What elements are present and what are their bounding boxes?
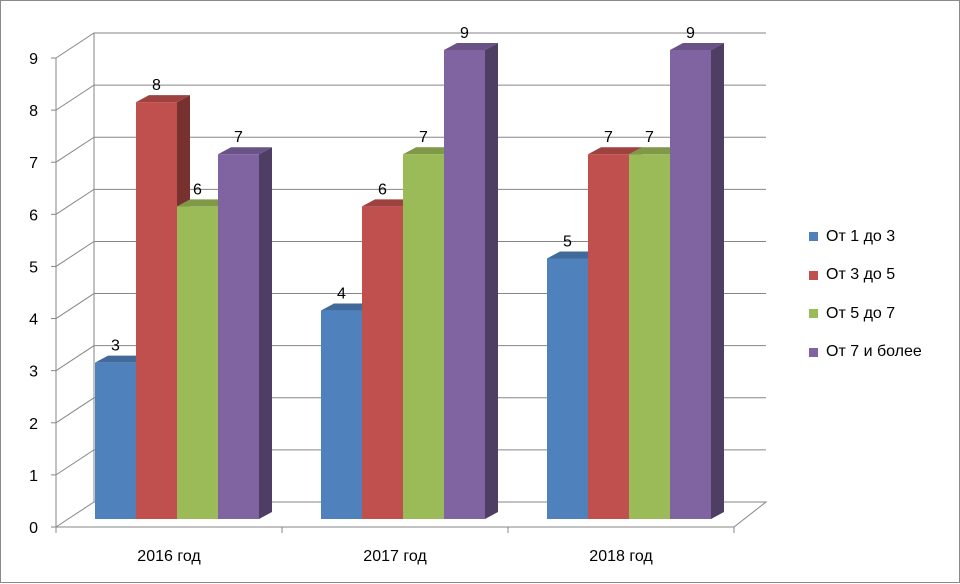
legend-item: От 1 до 3 — [809, 227, 954, 246]
bar — [136, 102, 177, 519]
y-axis: 0 1 2 3 4 5 6 7 8 9 — [29, 51, 57, 537]
legend-label: От 1 до 3 — [826, 227, 896, 245]
bar-top — [218, 147, 272, 155]
bar — [403, 154, 444, 519]
bar-top — [95, 355, 149, 363]
bar — [629, 154, 670, 519]
gridline — [55, 293, 766, 319]
legend-swatch — [809, 347, 818, 357]
legend-swatch — [809, 232, 818, 241]
data-label: 7 — [645, 129, 654, 146]
bar — [670, 50, 711, 519]
gridline — [55, 32, 766, 59]
bar-top — [177, 199, 231, 207]
bar — [362, 206, 403, 520]
data-label: 7 — [419, 129, 428, 146]
legend-label: От 7 и более — [826, 343, 922, 360]
legend-swatch — [809, 270, 818, 280]
bar-top — [362, 199, 416, 207]
y-tick-label: 6 — [29, 207, 38, 224]
y-tick-label: 5 — [29, 259, 38, 276]
gridline — [55, 136, 766, 163]
y-tick-label: 1 — [29, 468, 38, 485]
legend-label: От 5 до 7 — [826, 304, 896, 322]
legend-item: От 3 до 5 — [809, 266, 954, 285]
bar-side — [485, 43, 498, 519]
data-label: 8 — [152, 77, 161, 94]
bars — [95, 43, 724, 520]
y-tick-label: 4 — [29, 312, 38, 329]
gridline — [55, 397, 766, 424]
bar — [444, 50, 485, 519]
data-labels: 3 4 5 8 6 7 6 7 7 7 9 9 — [111, 25, 695, 355]
y-tick-label: 8 — [29, 103, 38, 120]
legend-item: От 7 и более — [809, 343, 954, 362]
bar — [95, 362, 136, 519]
y-tick-label: 2 — [29, 416, 38, 433]
bar-top — [670, 43, 724, 50]
gridline — [55, 84, 766, 111]
legend: От 1 до 3 От 3 до 5 От 5 до 7 От 7 и бол… — [809, 227, 954, 381]
bar-top — [136, 95, 190, 103]
x-category-label: 2017 год — [363, 548, 427, 565]
data-label: 6 — [193, 181, 202, 198]
bar — [321, 310, 362, 519]
bar-top — [321, 303, 375, 311]
bar-side — [711, 43, 724, 519]
bar-side — [259, 147, 272, 519]
data-label: 7 — [234, 129, 243, 146]
x-axis: 2016 год 2017 год 2018 год — [55, 526, 735, 565]
data-label: 9 — [686, 25, 695, 42]
bar-top — [444, 43, 498, 50]
y-tick-label: 9 — [29, 51, 38, 68]
x-category-label: 2016 год — [137, 548, 201, 565]
bar-top — [403, 147, 457, 155]
bar — [177, 206, 218, 520]
data-label: 4 — [337, 286, 346, 303]
gridline — [55, 240, 766, 267]
bar-top — [547, 251, 601, 259]
gridline — [55, 449, 766, 476]
data-label: 3 — [111, 338, 120, 355]
bar — [218, 154, 259, 519]
data-label: 6 — [378, 181, 387, 198]
x-category-label: 2018 год — [589, 548, 653, 565]
y-tick-label: 0 — [29, 520, 38, 537]
gridlines — [55, 32, 766, 476]
gridline — [55, 345, 766, 372]
legend-label: От 3 до 5 — [826, 266, 896, 283]
data-label: 5 — [563, 233, 572, 250]
bar — [588, 154, 629, 519]
bar-top — [629, 147, 683, 155]
bar — [547, 258, 588, 519]
legend-swatch — [809, 309, 818, 318]
legend-item: От 5 до 7 — [809, 304, 954, 323]
gridline — [55, 188, 766, 215]
y-tick-label: 7 — [29, 155, 38, 172]
data-label: 9 — [460, 25, 469, 42]
y-tick-label: 3 — [29, 364, 38, 381]
bar-top — [588, 147, 642, 155]
data-label: 7 — [604, 129, 613, 146]
